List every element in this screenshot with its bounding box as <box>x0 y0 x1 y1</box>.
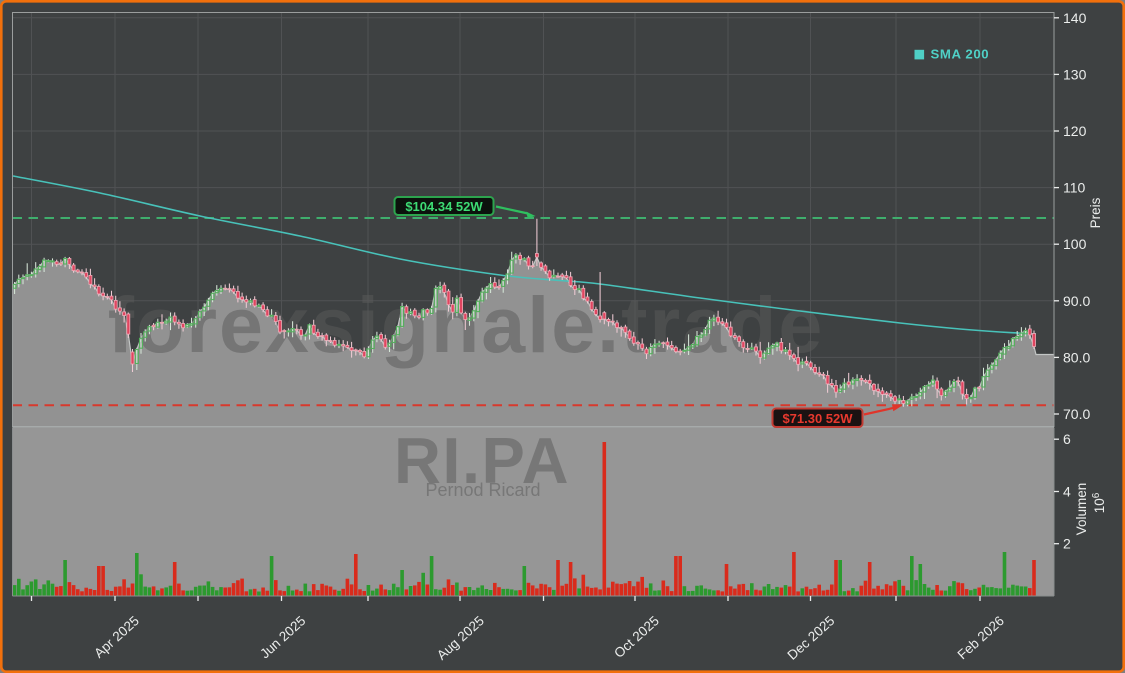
svg-text:140: 140 <box>1063 10 1087 26</box>
svg-text:Preis: Preis <box>1088 197 1103 228</box>
svg-text:$104.34 52W: $104.34 52W <box>405 199 483 214</box>
svg-text:$71.30 52W: $71.30 52W <box>782 411 853 426</box>
svg-text:70.0: 70.0 <box>1063 406 1090 422</box>
svg-text:2: 2 <box>1063 536 1071 552</box>
svg-text:forexsignale.trade: forexsignale.trade <box>108 280 825 369</box>
svg-text:110: 110 <box>1063 180 1086 196</box>
svg-text:Pernod Ricard: Pernod Ricard <box>425 480 540 500</box>
svg-text:RI.PA: RI.PA <box>394 424 570 497</box>
svg-text:SMA 200: SMA 200 <box>931 47 990 62</box>
svg-text:80.0: 80.0 <box>1063 349 1090 365</box>
svg-text:6: 6 <box>1063 431 1071 447</box>
svg-text:Volumen: Volumen <box>1074 483 1089 536</box>
svg-text:100: 100 <box>1063 236 1087 252</box>
svg-text:130: 130 <box>1063 66 1087 82</box>
svg-text:4: 4 <box>1063 484 1071 500</box>
svg-text:120: 120 <box>1063 123 1087 139</box>
svg-text:90.0: 90.0 <box>1063 293 1090 309</box>
